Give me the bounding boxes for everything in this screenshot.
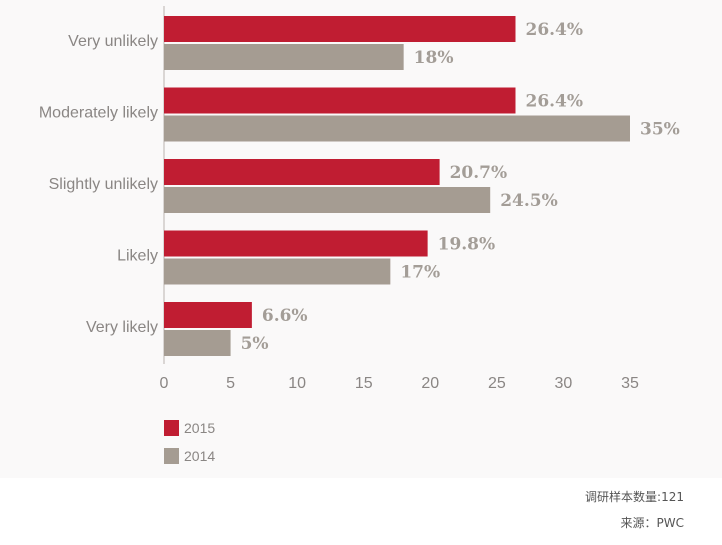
bar-slightly-unlikely-2015 — [164, 159, 440, 185]
data-label-very-likely-2014: 5% — [241, 334, 269, 354]
category-label-very-unlikely: Very unlikely — [68, 33, 158, 50]
bar-likely-2015 — [164, 230, 428, 257]
bar-very-unlikely-2015 — [164, 16, 516, 42]
data-label-slightly-unlikely-2014: 24.5% — [500, 191, 558, 211]
data-label-moderately-likely-2015: 26.4% — [525, 92, 583, 112]
x-tick-label-30: 30 — [555, 375, 573, 392]
x-tick-label-0: 0 — [160, 375, 169, 392]
data-label-very-unlikely-2015: 26.4% — [525, 20, 583, 40]
x-tick-label-25: 25 — [488, 375, 506, 392]
data-label-very-unlikely-2014: 18% — [414, 48, 454, 68]
category-label-likely: Likely — [117, 248, 158, 265]
legend-label-2014: 2014 — [184, 448, 215, 464]
bar-moderately-likely-2015 — [164, 87, 516, 114]
x-tick-label-5: 5 — [226, 375, 235, 392]
legend-swatch-2014 — [164, 448, 179, 464]
x-tick-label-20: 20 — [421, 375, 439, 392]
category-label-slightly-unlikely: Slightly unlikely — [49, 176, 158, 193]
category-label-very-likely: Very likely — [86, 319, 158, 336]
data-label-likely-2015: 19.8% — [438, 235, 496, 255]
x-tick-label-15: 15 — [355, 375, 373, 392]
x-tick-label-35: 35 — [621, 375, 639, 392]
legend-label-2015: 2015 — [184, 420, 215, 436]
data-label-likely-2014: 17% — [400, 263, 440, 283]
bar-moderately-likely-2014 — [164, 115, 630, 142]
bar-likely-2014 — [164, 258, 391, 285]
data-label-slightly-unlikely-2015: 20.7% — [450, 163, 508, 183]
source-note: 来源：PWC — [620, 516, 684, 530]
data-label-moderately-likely-2014: 35% — [640, 120, 680, 140]
x-tick-label-10: 10 — [288, 375, 306, 392]
bar-very-likely-2015 — [164, 302, 252, 328]
legend-swatch-2015 — [164, 420, 179, 436]
data-label-very-likely-2015: 6.6% — [262, 306, 308, 326]
bar-chart: Very unlikely Moderately likely Slightly u… — [38, 6, 680, 464]
bar-very-unlikely-2014 — [164, 44, 404, 70]
bar-very-likely-2014 — [164, 330, 231, 356]
sample-size-note: 调研样本数量:121 — [585, 490, 684, 504]
category-label-moderately-likely: Moderately likely — [39, 105, 158, 122]
bar-slightly-unlikely-2014 — [164, 187, 491, 213]
